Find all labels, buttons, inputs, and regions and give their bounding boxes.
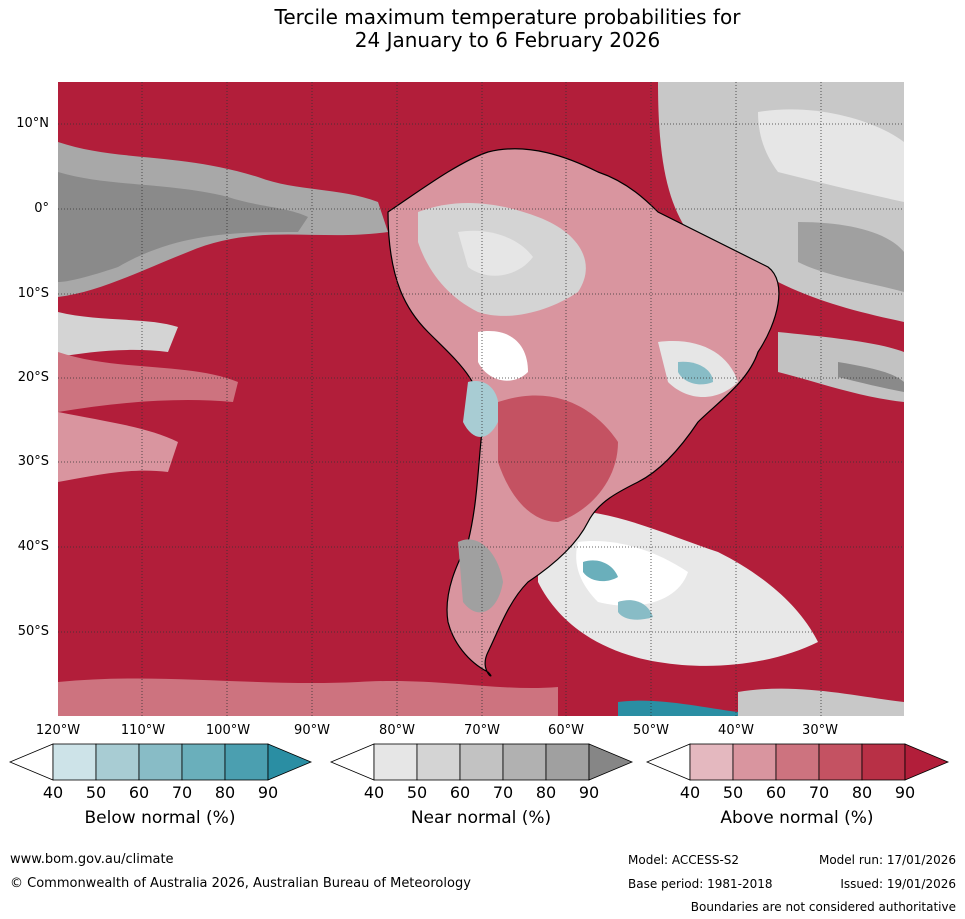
colorbar-above-normal <box>645 743 950 781</box>
lon-label-80w: 80°W <box>379 723 415 738</box>
colorbar-segment-low <box>8 743 54 781</box>
lat-label-50s: 50°S <box>17 624 49 639</box>
lon-label-110w: 110°W <box>120 723 166 738</box>
colorbar-segment <box>689 743 734 781</box>
colorbar-label-above: Above normal (%) <box>720 808 874 828</box>
lat-label-0: 0° <box>34 201 49 216</box>
graticule <box>58 82 904 716</box>
colorbar-segment <box>95 743 140 781</box>
model-text: Model: ACCESS-S2 <box>628 853 740 867</box>
lat-label-10n: 10°N <box>16 116 49 131</box>
map-title-line1: Tercile maximum temperature probabilitie… <box>274 5 741 29</box>
cb-above-tick-40: 40 <box>679 783 701 802</box>
map-title-line2: 24 January to 6 February 2026 <box>354 28 661 52</box>
cb-near-tick-60: 60 <box>449 783 471 802</box>
colorbar-segment <box>818 743 863 781</box>
cb-below-tick-80: 80 <box>214 783 236 802</box>
colorbar-segment <box>138 743 183 781</box>
lon-label-30w: 30°W <box>802 723 838 738</box>
lon-label-120w: 120°W <box>35 723 81 738</box>
colorbar-segment <box>545 743 590 781</box>
lat-label-40s: 40°S <box>17 539 49 554</box>
cb-above-tick-70: 70 <box>808 783 830 802</box>
cb-near-tick-90: 90 <box>578 783 600 802</box>
colorbar-segment <box>732 743 777 781</box>
cb-above-tick-50: 50 <box>722 783 744 802</box>
lat-label-30s: 30°S <box>17 454 49 469</box>
lon-label-60w: 60°W <box>548 723 584 738</box>
colorbar-segment-high <box>904 743 950 781</box>
cb-below-tick-50: 50 <box>85 783 107 802</box>
colorbar-segment-high <box>588 743 634 781</box>
colorbar-segment <box>181 743 226 781</box>
lon-label-40w: 40°W <box>718 723 754 738</box>
colorbar-segment <box>52 743 97 781</box>
cb-above-tick-60: 60 <box>765 783 787 802</box>
cb-near-tick-50: 50 <box>406 783 428 802</box>
map-graphic <box>58 82 904 716</box>
cb-near-tick-80: 80 <box>535 783 557 802</box>
lat-label-20s: 20°S <box>17 370 49 385</box>
disclaimer-text: Boundaries are not considered authoritat… <box>690 900 956 914</box>
website-link[interactable]: www.bom.gov.au/climate <box>10 852 174 867</box>
colorbar-segment <box>416 743 461 781</box>
lon-label-100w: 100°W <box>205 723 251 738</box>
colorbar-segment-low <box>329 743 375 781</box>
cb-below-tick-70: 70 <box>171 783 193 802</box>
colorbar-label-below: Below normal (%) <box>84 808 236 828</box>
cb-below-tick-90: 90 <box>257 783 279 802</box>
colorbar-segment <box>224 743 269 781</box>
lon-label-70w: 70°W <box>464 723 500 738</box>
colorbar-below-normal <box>8 743 313 781</box>
cb-below-tick-40: 40 <box>42 783 64 802</box>
cb-below-tick-60: 60 <box>128 783 150 802</box>
lon-label-90w: 90°W <box>294 723 330 738</box>
probability-map <box>58 82 904 716</box>
colorbar-segment <box>775 743 820 781</box>
model-run-text: Model run: 17/01/2026 <box>818 853 956 867</box>
cb-above-tick-80: 80 <box>851 783 873 802</box>
copyright-text: © Commonwealth of Australia 2026, Austra… <box>10 876 471 891</box>
colorbar-label-near: Near normal (%) <box>410 808 552 828</box>
colorbar-segment <box>459 743 504 781</box>
colorbar-segment-high <box>267 743 313 781</box>
cb-near-tick-70: 70 <box>492 783 514 802</box>
colorbar-segment <box>502 743 547 781</box>
base-period-text: Base period: 1981-2018 <box>628 877 773 891</box>
issued-text: Issued: 19/01/2026 <box>840 877 956 891</box>
cb-above-tick-90: 90 <box>894 783 916 802</box>
lon-label-50w: 50°W <box>633 723 669 738</box>
colorbar-near-normal <box>329 743 634 781</box>
colorbar-segment <box>373 743 418 781</box>
cb-near-tick-40: 40 <box>363 783 385 802</box>
colorbar-segment-low <box>645 743 691 781</box>
colorbar-segment <box>861 743 906 781</box>
colorbars-graphic <box>8 743 950 781</box>
lat-label-10s: 10°S <box>17 286 49 301</box>
